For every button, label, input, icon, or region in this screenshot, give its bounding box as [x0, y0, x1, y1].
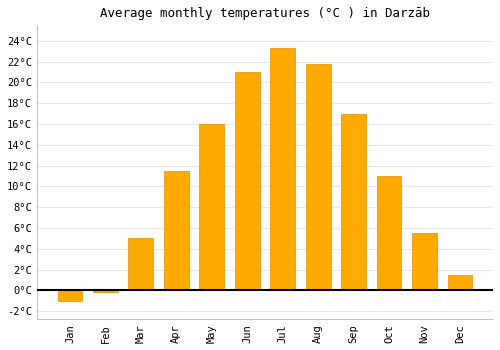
Bar [128, 238, 154, 290]
Bar [235, 72, 260, 290]
Bar [270, 48, 295, 290]
Title: Average monthly temperatures (°C ) in Darzāb: Average monthly temperatures (°C ) in Da… [100, 7, 430, 20]
Bar [376, 176, 402, 290]
Bar [58, 290, 82, 301]
Bar [412, 233, 437, 290]
Bar [306, 64, 330, 290]
Bar [93, 290, 118, 292]
Bar [200, 124, 224, 290]
Bar [341, 114, 366, 290]
Bar [164, 171, 188, 290]
Bar [448, 275, 472, 290]
